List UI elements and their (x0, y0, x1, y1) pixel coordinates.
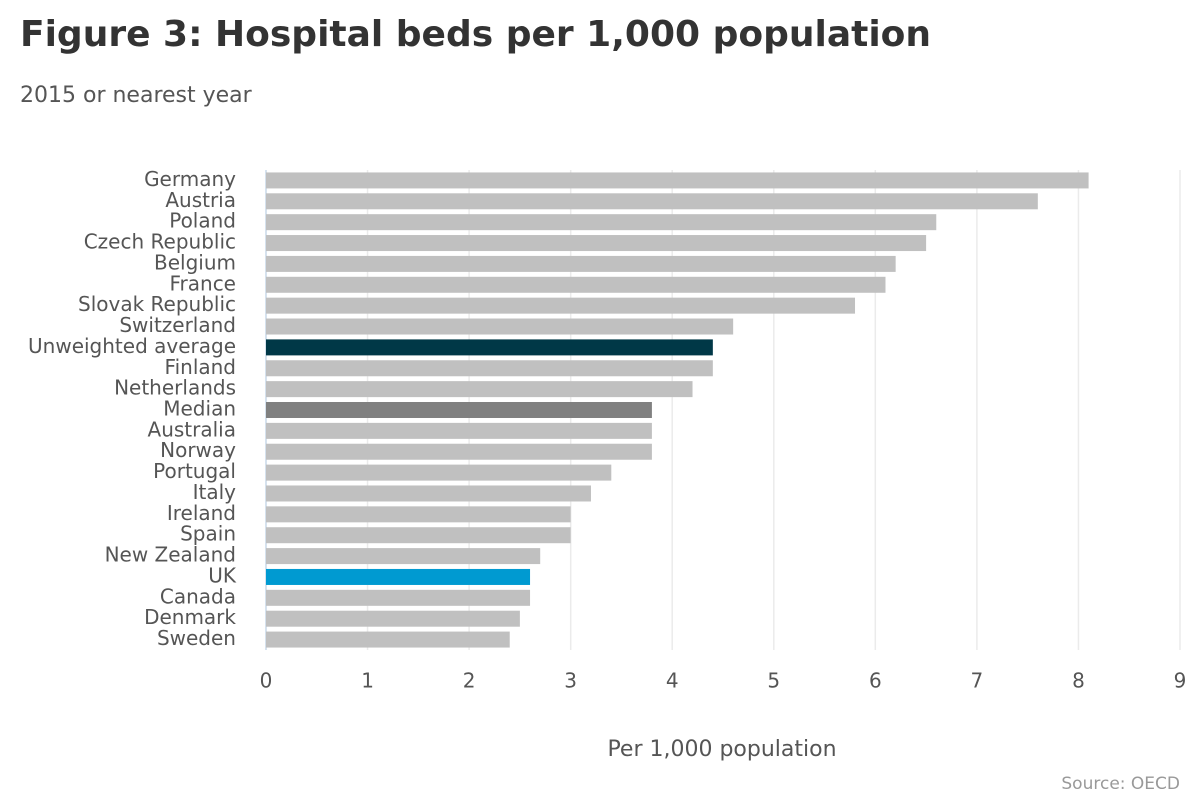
bar (266, 193, 1038, 210)
x-tick-label: 1 (361, 669, 374, 693)
y-tick-label: Switzerland (119, 313, 236, 337)
y-tick-label: Czech Republic (84, 230, 236, 254)
y-tick-label: Poland (169, 209, 236, 233)
x-tick-label: 0 (260, 669, 273, 693)
y-tick-label: Norway (160, 438, 236, 462)
y-tick-label: Canada (160, 584, 236, 608)
x-tick-label: 6 (869, 669, 882, 693)
x-tick-label: 2 (463, 669, 476, 693)
bar (266, 235, 927, 252)
bar (266, 297, 856, 314)
chart-subtitle: 2015 or nearest year (20, 83, 253, 108)
bar (266, 443, 652, 460)
y-tick-label: Sweden (157, 626, 236, 650)
y-tick-label: Italy (193, 480, 237, 504)
bar (266, 402, 652, 418)
bar (266, 610, 520, 627)
y-tick-label: Portugal (153, 459, 236, 483)
bar (266, 276, 886, 293)
bar (266, 506, 571, 523)
y-tick-label: Austria (165, 188, 236, 212)
bar (266, 422, 652, 439)
bar (266, 172, 1089, 189)
source: Source: OECD (1061, 774, 1180, 794)
x-tick-label: 7 (971, 669, 984, 693)
x-tick-label: 5 (767, 669, 780, 693)
bar (266, 631, 510, 648)
bar (266, 464, 612, 481)
bar (266, 485, 591, 502)
y-tick-label: Netherlands (114, 376, 236, 400)
y-tick-label: Spain (180, 522, 236, 546)
y-tick-label: New Zealand (105, 543, 236, 567)
bar (266, 255, 896, 272)
y-tick-label: Ireland (167, 501, 236, 525)
y-tick-label: Belgium (154, 250, 236, 274)
bar (266, 214, 937, 231)
y-tick-label: Germany (144, 167, 236, 191)
y-tick-label: Australia (148, 417, 236, 441)
bar (266, 589, 531, 606)
y-tick-label: Finland (165, 355, 236, 379)
x-tick-label: 4 (666, 669, 679, 693)
bar (266, 339, 713, 356)
x-axis-label: Per 1,000 population (607, 737, 836, 762)
bar (266, 360, 713, 377)
x-tick-label: 9 (1174, 669, 1187, 693)
bar (266, 527, 571, 544)
bar (266, 318, 734, 335)
y-tick-label: France (169, 271, 236, 295)
y-tick-label: Median (163, 397, 236, 421)
y-tick-label: Slovak Republic (78, 292, 236, 316)
y-tick-label: Denmark (144, 605, 236, 629)
bar (266, 568, 531, 585)
x-tick-label: 3 (564, 669, 577, 693)
bar (266, 381, 693, 398)
bar (266, 548, 541, 565)
y-tick-label: UK (208, 563, 237, 587)
x-tick-label: 8 (1072, 669, 1085, 693)
chart-title: Figure 3: Hospital beds per 1,000 popula… (20, 14, 931, 55)
y-tick-label: Unweighted average (28, 334, 236, 358)
